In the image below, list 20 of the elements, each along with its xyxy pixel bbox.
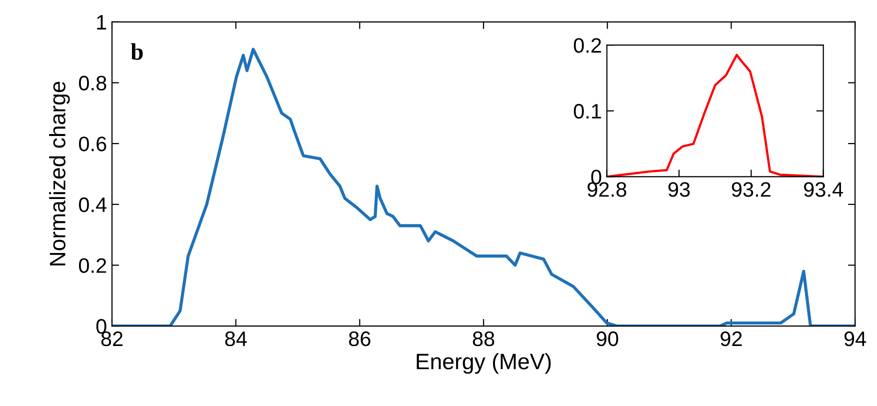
x-tick-label: 94: [844, 331, 866, 346]
y-tick-label: 0.8: [78, 76, 106, 90]
x-tick-label: 90: [596, 331, 618, 346]
x-tick-label: 88: [472, 331, 494, 346]
y-tick-label: 0.1: [574, 104, 602, 119]
annotation: b: [130, 43, 143, 60]
x-axis-title: Energy (MeV): [416, 353, 551, 374]
y-tick-label: 1: [97, 15, 106, 30]
x-tick-label: 92.8: [588, 182, 626, 197]
y-axis-title: Normalized charge: [49, 82, 70, 266]
y-tick-label: 0.2: [574, 38, 601, 53]
x-tick-label: 84: [225, 331, 247, 346]
x-tick-label: 93: [668, 182, 690, 197]
x-tick-label: 92: [720, 331, 742, 346]
y-tick-label: 0.2: [78, 258, 106, 273]
y-tick-label: 0.4: [78, 197, 107, 212]
x-tick-label: 93.4: [804, 182, 843, 197]
x-tick-label: 86: [349, 331, 370, 346]
y-tick-label: 0.6: [78, 136, 106, 152]
x-tick-label: 93.2: [732, 182, 770, 197]
